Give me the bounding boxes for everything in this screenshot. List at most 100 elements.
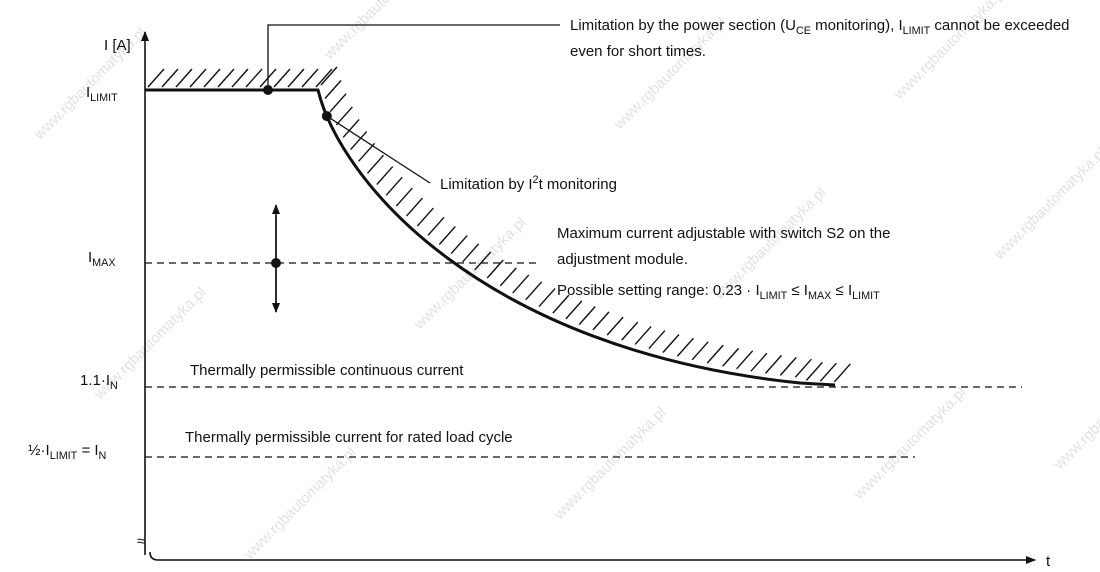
hatch-stroke (565, 300, 583, 320)
text-segment: 1.1·I (80, 372, 110, 389)
text-segment: I (86, 84, 90, 101)
hatch-stroke (405, 197, 424, 217)
hatch-stroke (499, 267, 517, 287)
hatch-stroke (203, 68, 221, 88)
text-segment: LIMIT (760, 290, 788, 302)
hatch-stroke (231, 68, 249, 88)
hatch-stroke (486, 259, 504, 279)
hatch-stroke (512, 274, 530, 294)
hatch-stroke (189, 68, 207, 88)
level-label: ½·ILIMIT = IN (28, 442, 106, 462)
hatch-stroke (245, 68, 263, 88)
watermark: www.rgbautomatyka.pl (240, 444, 359, 563)
level-label: IMAX (88, 249, 116, 269)
hatch-stroke (175, 68, 193, 88)
text-segment: t (1046, 553, 1051, 570)
text-segment: t monitoring (539, 176, 617, 193)
hatch-stroke (676, 337, 694, 357)
hatch-stroke (691, 341, 709, 361)
text-segment: = I (77, 442, 98, 459)
hatch-stroke (819, 362, 837, 382)
hatch-stroke (750, 352, 768, 372)
hatch-stroke (794, 358, 812, 378)
text-segment: N (99, 450, 107, 462)
hatch-stroke (525, 281, 543, 301)
annotation-line: even for short times. (570, 43, 706, 60)
level-label: 1.1·IN (80, 372, 118, 392)
x-axis (149, 551, 1036, 564)
text-segment: MAX (92, 257, 115, 269)
hatch-stroke (273, 68, 291, 88)
hatch-stroke (648, 330, 666, 350)
hatch-stroke (779, 356, 797, 376)
watermark: www.rgbautomatyka.pl (1050, 354, 1100, 473)
watermark: www.rgbautomatyka.pl (850, 384, 969, 503)
hatch-stroke (662, 334, 680, 353)
hatch-stroke (578, 306, 596, 325)
hatch-stroke (462, 243, 480, 263)
imax-dot (271, 258, 281, 268)
annotation-line: Thermally permissible continuous current (190, 362, 464, 379)
hatch-stroke (350, 131, 368, 151)
axis-break: ≈ (137, 533, 145, 550)
text-segment: LIMIT (903, 25, 931, 37)
annotation-line: Maximum current adjustable with switch S… (557, 225, 890, 242)
hatch-stroke (722, 347, 740, 367)
hatch-stroke (335, 106, 353, 126)
hatch-stroke (833, 363, 851, 383)
hatch-stroke (438, 226, 456, 245)
hatch-stroke (395, 187, 413, 207)
watermark: www.rgbautomatyka.pl (320, 0, 439, 64)
hatch-stroke (450, 235, 468, 255)
text-segment: even for short times. (570, 43, 706, 60)
text-segment: I [A] (104, 37, 131, 54)
hatch-stroke (706, 344, 724, 364)
text-segment: ≤ I (787, 282, 808, 299)
text-segment: MAX (808, 290, 831, 302)
text-segment: Limitation by the power section (U (570, 17, 796, 34)
hatch-stroke (287, 68, 305, 88)
hatch-stroke (736, 350, 754, 370)
text-segment: CE (796, 25, 811, 37)
text-segment: Maximum current adjustable with switch S… (557, 225, 890, 242)
hatch-stroke (358, 142, 376, 162)
hatch-stroke (342, 118, 360, 138)
x-axis-label: t (1046, 553, 1051, 570)
hatch-stroke (301, 68, 319, 88)
watermark: www.rgbautomatyka.pl (890, 0, 1009, 104)
text-segment: Thermally permissible current for rated … (185, 429, 513, 446)
annotation-line: Limitation by I2t monitoring (440, 174, 617, 193)
level-label: ILIMIT (86, 84, 118, 104)
hatch-stroke (217, 68, 235, 88)
text-segment: LIMIT (852, 290, 880, 302)
leader-i2t (326, 115, 431, 184)
text-segment: LIMIT (90, 92, 118, 104)
hatch-stroke (329, 93, 347, 113)
limit-curve (145, 88, 836, 387)
annotation-line: Possible setting range: 0.23 · ILIMIT ≤ … (557, 282, 880, 302)
watermark: www.rgbautomatyka.pl (990, 144, 1100, 263)
hatch-stroke (427, 216, 445, 236)
text-segment: 2 (533, 174, 539, 186)
hatch-stroke (320, 66, 338, 86)
text-segment: monitoring), I (811, 17, 903, 34)
hatch-stroke (606, 316, 624, 336)
hatch-stroke (805, 361, 823, 381)
hatch-stroke (161, 68, 179, 88)
hatch-stroke (385, 176, 403, 196)
text-segment: Possible setting range: 0.23 · I (557, 282, 760, 299)
text-segment: LIMIT (50, 450, 78, 462)
hatch-stroke (366, 154, 385, 174)
y-axis-label: I [A] (104, 37, 131, 54)
text-segment: ½·I (28, 442, 50, 459)
hatch-stroke (324, 80, 342, 99)
hatch-stroke (376, 166, 394, 186)
hatch-stroke (416, 207, 434, 227)
annotation-line: Limitation by the power section (UCE mon… (570, 17, 1070, 37)
text-segment: adjustment module. (557, 251, 688, 268)
hatching (147, 66, 851, 383)
text-segment: cannot be exceeded (930, 17, 1069, 34)
hatch-stroke (315, 68, 333, 88)
text-segment: ≤ I (831, 282, 852, 299)
